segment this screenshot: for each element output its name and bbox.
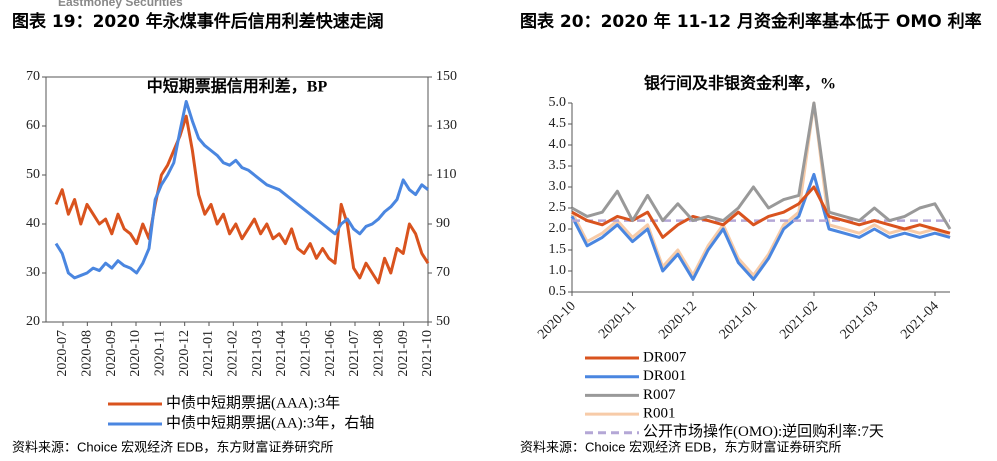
y-tick-label: 60 [26,118,40,133]
legend-label: DR007 [643,349,687,365]
watermark: Eastmoney Securities [58,0,183,9]
y2-tick-label: 150 [436,69,457,84]
x-tick-label: 2021-06 [323,330,338,377]
x-tick-label: 2021-03 [250,330,265,377]
x-tick-label: 2021-08 [372,330,387,377]
y-tick-label: 3.5 [549,158,567,173]
y-tick-label: 4.0 [549,137,567,152]
x-tick-label: 2021-09 [396,330,411,377]
x-tick-label: 2020-08 [80,330,95,377]
x-tick-label: 2021-01 [201,330,216,377]
x-tick-label: 2021-04 [898,299,942,343]
chart-subtitle: 中短期票据信用利差，BP [147,77,328,96]
x-tick-label: 2020-12 [177,330,192,377]
y-tick-label: 30 [26,265,40,280]
x-tick-label: 2021-01 [717,299,761,343]
y-tick-label: 2.0 [549,221,567,236]
legend-label: DR001 [643,368,686,384]
series-line [571,101,952,230]
y2-tick-label: 90 [436,216,450,231]
legend-label: 中债中短期票据(AA):3年，右轴 [166,414,374,431]
series-line [54,100,429,280]
figure-title: 图表 20：2020 年 11-12 月资金利率基本低于 OMO 利率 [520,11,982,32]
y-tick-label: 20 [26,314,40,329]
x-tick-label: 2021-02 [226,330,241,377]
y-tick-label: 40 [26,216,40,231]
x-tick-label: 2021-07 [347,330,362,377]
legend-label: R001 [643,406,676,422]
y-tick-label: 1.5 [549,242,567,257]
source-note: 资料来源：Choice 宏观经济 EDB，东方财富证券研究所 [12,439,333,454]
y2-tick-label: 130 [436,118,457,133]
x-tick-label: 2021-10 [420,330,435,377]
x-tick-label: 2020-10 [128,330,143,377]
x-tick-label: 2020-12 [656,299,700,343]
series-line [570,172,951,281]
source-note: 资料来源：Choice 宏观经济 EDB，东方财富证券研究所 [520,439,841,454]
x-tick-label: 2021-03 [838,299,882,343]
legend-label: 中债中短期票据(AAA):3年 [166,394,340,411]
y-tick-label: 50 [26,167,40,182]
y-tick-label: 4.5 [549,116,567,131]
x-tick-label: 2020-10 [535,299,579,343]
y2-tick-label: 110 [436,167,456,182]
y-tick-label: 5.0 [549,95,567,110]
x-tick-label: 2021-05 [299,330,314,377]
x-tick-label: 2020-09 [104,330,119,377]
legend-label: R007 [643,387,676,403]
y-tick-label: 1.0 [549,263,567,278]
x-tick-label: 2021-02 [777,299,821,343]
series-line [570,101,951,277]
x-tick-label: 2020-07 [55,330,70,377]
chart-subtitle: 银行间及非银资金利率，% [644,74,836,93]
y-tick-label: 2.5 [549,200,567,215]
y2-tick-label: 70 [436,265,450,280]
legend-label: 公开市场操作(OMO):逆回购利率:7天 [643,423,884,440]
series-line [54,114,430,285]
y-tick-label: 70 [26,69,40,84]
y-tick-label: 3.0 [549,179,567,194]
figure-title: 图表 19：2020 年永煤事件后信用利差快速走阔 [12,11,384,32]
plot-frame [45,76,429,323]
x-tick-label: 2020-11 [596,299,639,342]
x-tick-label: 2021-04 [274,330,289,377]
y2-tick-label: 50 [436,314,450,329]
y-tick-label: 0.5 [549,284,567,299]
x-tick-label: 2020-11 [153,330,168,376]
